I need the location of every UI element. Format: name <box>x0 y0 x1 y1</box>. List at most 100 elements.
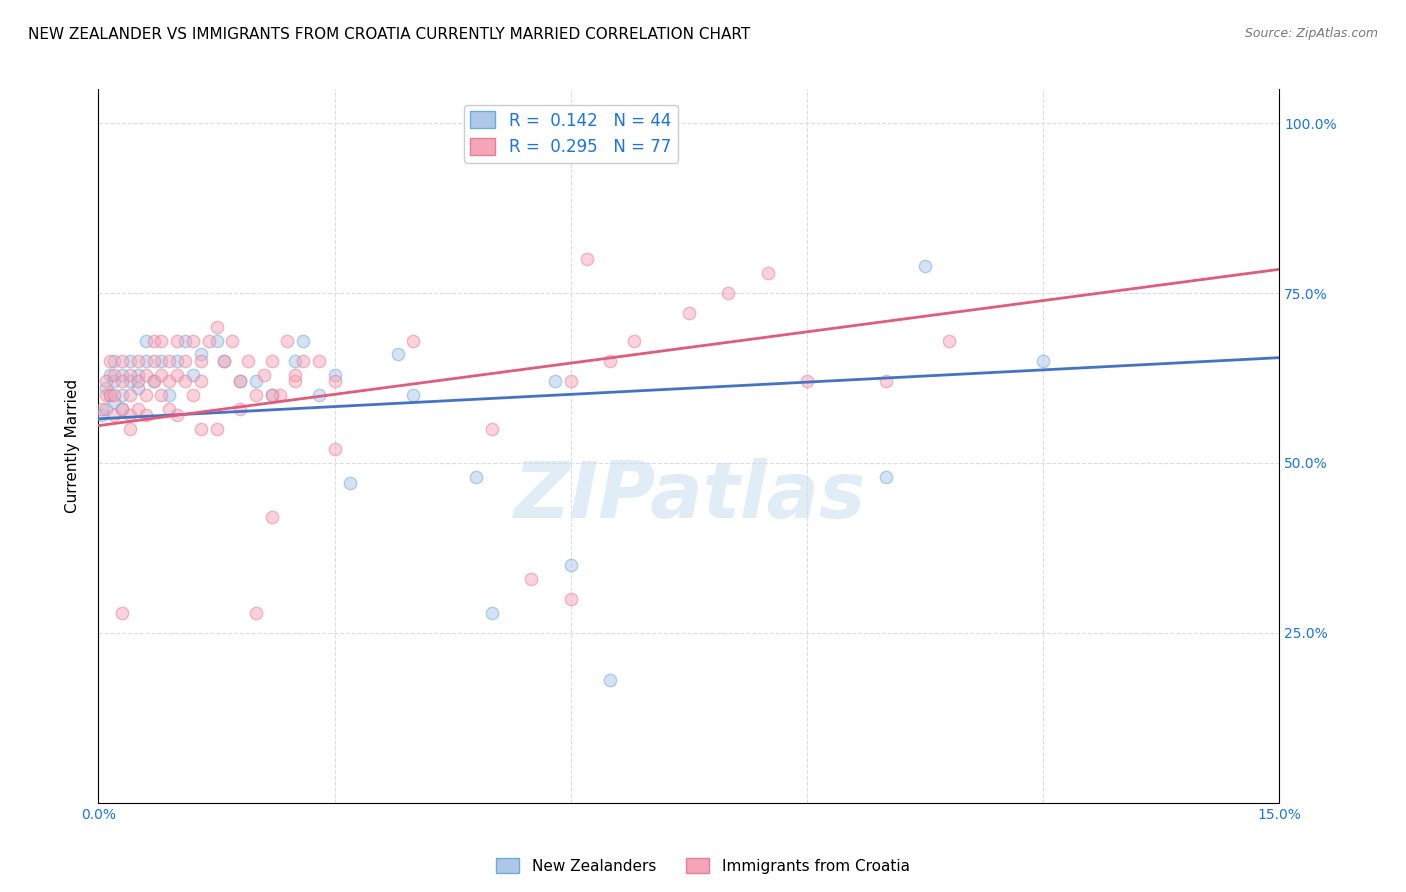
Point <box>245 388 267 402</box>
Point <box>190 354 212 368</box>
Point <box>135 354 157 368</box>
Point <box>599 354 621 368</box>
Point <box>135 368 157 382</box>
Point <box>142 354 165 368</box>
Point <box>260 388 283 402</box>
Point <box>135 388 157 402</box>
Point <box>135 334 157 348</box>
Point <box>197 334 219 348</box>
Point <box>98 354 121 368</box>
Point <box>174 375 197 389</box>
Point <box>520 572 543 586</box>
Point <box>402 334 425 348</box>
Point <box>103 368 125 382</box>
Point <box>229 401 252 416</box>
Legend: New Zealanders, Immigrants from Croatia: New Zealanders, Immigrants from Croatia <box>491 852 915 880</box>
Point <box>599 673 621 688</box>
Point <box>875 375 897 389</box>
Point <box>481 606 503 620</box>
Point <box>166 368 188 382</box>
Point <box>127 368 149 382</box>
Legend: R =  0.142   N = 44, R =  0.295   N = 77: R = 0.142 N = 44, R = 0.295 N = 77 <box>464 104 678 162</box>
Point <box>91 409 114 423</box>
Point <box>269 388 291 402</box>
Point <box>98 368 121 382</box>
Point <box>284 368 307 382</box>
Point <box>205 422 228 436</box>
Point <box>181 334 204 348</box>
Point <box>166 334 188 348</box>
Point <box>96 401 118 416</box>
Point <box>245 606 267 620</box>
Point <box>387 347 409 361</box>
Point <box>111 401 134 416</box>
Point <box>678 306 700 320</box>
Point <box>623 334 645 348</box>
Point <box>402 388 425 402</box>
Point <box>103 394 125 409</box>
Point <box>560 591 582 606</box>
Point <box>103 375 125 389</box>
Point <box>190 375 212 389</box>
Point <box>111 375 134 389</box>
Point <box>796 375 818 389</box>
Point <box>166 409 188 423</box>
Point <box>103 354 125 368</box>
Point <box>127 375 149 389</box>
Point <box>111 368 134 382</box>
Point <box>245 375 267 389</box>
Point <box>260 510 283 524</box>
Point <box>142 375 165 389</box>
Point <box>157 401 180 416</box>
Point <box>98 388 121 402</box>
Point <box>157 354 180 368</box>
Point <box>1032 354 1054 368</box>
Point <box>284 375 307 389</box>
Point <box>229 375 252 389</box>
Point <box>260 354 283 368</box>
Point <box>181 368 204 382</box>
Point <box>323 442 346 457</box>
Point <box>560 375 582 389</box>
Point <box>103 388 125 402</box>
Point <box>111 388 134 402</box>
Point <box>190 347 212 361</box>
Point <box>465 469 488 483</box>
Point <box>205 334 228 348</box>
Point <box>221 334 243 348</box>
Point <box>118 354 141 368</box>
Point <box>118 388 141 402</box>
Point <box>96 388 118 402</box>
Point <box>323 375 346 389</box>
Text: ZIPatlas: ZIPatlas <box>513 458 865 534</box>
Text: NEW ZEALANDER VS IMMIGRANTS FROM CROATIA CURRENTLY MARRIED CORRELATION CHART: NEW ZEALANDER VS IMMIGRANTS FROM CROATIA… <box>28 27 751 42</box>
Point <box>575 252 598 266</box>
Point <box>292 334 315 348</box>
Point <box>875 469 897 483</box>
Point <box>118 368 141 382</box>
Point <box>98 388 121 402</box>
Point <box>253 368 276 382</box>
Point <box>236 354 259 368</box>
Point <box>308 354 330 368</box>
Point <box>174 334 197 348</box>
Point <box>481 422 503 436</box>
Point <box>142 334 165 348</box>
Point <box>118 409 141 423</box>
Point <box>127 381 149 395</box>
Point <box>260 388 283 402</box>
Point <box>339 476 361 491</box>
Point <box>938 334 960 348</box>
Point <box>135 409 157 423</box>
Point <box>560 558 582 572</box>
Point <box>214 354 236 368</box>
Point <box>118 375 141 389</box>
Point <box>174 354 197 368</box>
Point <box>190 422 212 436</box>
Point <box>96 381 118 395</box>
Point <box>284 354 307 368</box>
Y-axis label: Currently Married: Currently Married <box>65 379 80 513</box>
Point <box>111 606 134 620</box>
Point <box>717 286 740 301</box>
Point <box>150 334 173 348</box>
